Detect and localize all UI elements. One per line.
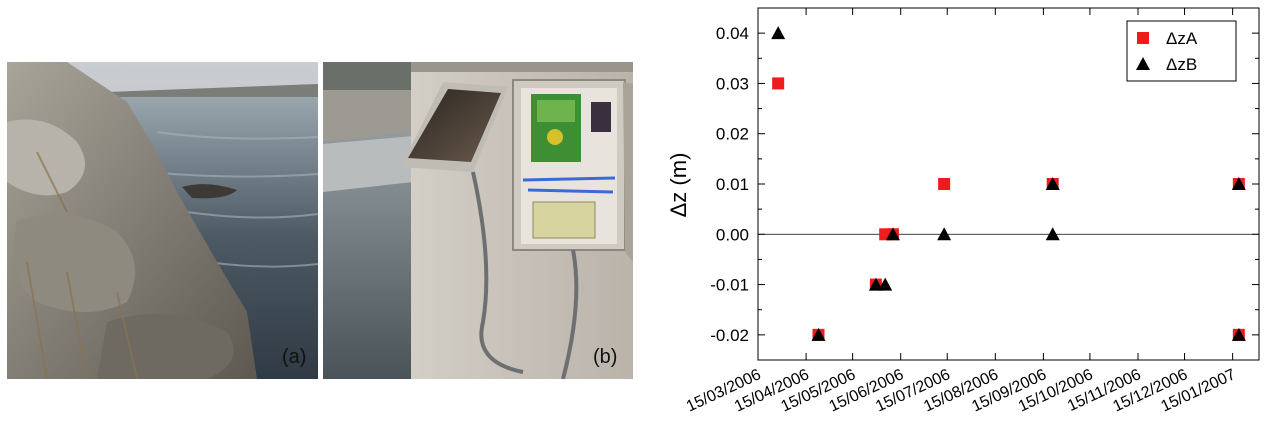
y-axis: -0.02 -0.01 0.00 0.01 0.02 0.03 0.04 [710, 24, 1259, 345]
y-tick-label: -0.02 [710, 326, 749, 345]
legend-box [1126, 20, 1237, 82]
river-bank-illustration [7, 62, 318, 379]
triangle-marker [885, 227, 900, 241]
series-triangle [771, 26, 1246, 341]
photo-a-river-bank: (a) [7, 62, 318, 379]
legend-triangle-marker [1136, 57, 1150, 70]
photo-b-label: (b) [593, 346, 618, 368]
photo-b-monitoring-station: (b) [323, 62, 633, 379]
triangle-marker [937, 227, 952, 241]
triangle-marker [878, 277, 893, 291]
triangle-marker [1231, 177, 1246, 190]
y-tick-label: 0.01 [716, 175, 749, 194]
triangle-marker [1045, 227, 1060, 241]
series-square [772, 77, 1245, 341]
square-marker [772, 77, 785, 90]
y-axis-label: Δz (m) [666, 153, 691, 218]
elevation-change-scatter-chart: -0.02-0.010.000.010.020.030.04 15/03/200… [666, 7, 1260, 415]
y-tick-label: 0.02 [716, 125, 749, 144]
monitoring-station-illustration [323, 62, 633, 379]
legend: ΔzA ΔzB [1126, 20, 1237, 82]
triangle-marker [868, 277, 883, 291]
data-points [771, 26, 1246, 341]
y-tick-label: 0.04 [716, 24, 749, 43]
square-marker [938, 178, 951, 190]
triangle-marker [1045, 177, 1060, 190]
y-tick-label: -0.01 [710, 276, 749, 295]
legend-label: ΔzB [1166, 55, 1197, 74]
triangle-marker [811, 327, 826, 341]
triangle-marker [1231, 327, 1246, 341]
legend-square-marker [1137, 32, 1149, 44]
triangle-marker [771, 26, 786, 40]
y-tick-label: 0.00 [716, 225, 749, 244]
y-tick-label: 0.03 [716, 74, 749, 93]
legend-label: ΔzA [1166, 29, 1198, 48]
photo-a-label: (a) [282, 346, 307, 368]
